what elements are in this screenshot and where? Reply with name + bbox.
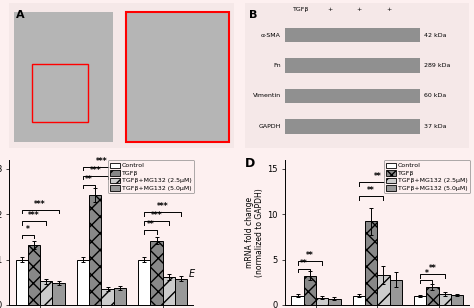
Text: ***: *** <box>34 200 46 209</box>
Bar <box>126 12 229 142</box>
Text: GAPDH: GAPDH <box>258 124 281 129</box>
Text: ***: *** <box>96 156 107 165</box>
Bar <box>390 280 402 305</box>
Bar <box>316 298 328 305</box>
Bar <box>365 221 377 305</box>
Legend: Control, TGFβ, TGFβ+MG132 (2.5μM), TGFβ+MG132 (5.0μM): Control, TGFβ, TGFβ+MG132 (2.5μM), TGFβ+… <box>384 160 470 193</box>
Bar <box>451 295 463 305</box>
Bar <box>328 298 340 305</box>
Bar <box>163 277 175 305</box>
Text: **: ** <box>300 258 308 268</box>
Text: *: * <box>26 225 30 233</box>
Bar <box>414 296 426 305</box>
Text: 37 kDa: 37 kDa <box>424 124 447 129</box>
Bar <box>285 119 420 134</box>
Text: 60 kDa: 60 kDa <box>424 93 447 99</box>
Text: E: E <box>189 269 195 279</box>
Text: **: ** <box>374 172 381 181</box>
Bar <box>304 276 316 305</box>
Y-axis label: mRNA fold change
(normalized to GAPDH): mRNA fold change (normalized to GAPDH) <box>245 188 264 277</box>
Text: +: + <box>328 7 333 12</box>
Text: ***: *** <box>28 211 40 220</box>
Legend: Control, TGFβ, TGFβ+MG132 (2.5μM), TGFβ+MG132 (5.0μM): Control, TGFβ, TGFβ+MG132 (2.5μM), TGFβ+… <box>108 160 194 193</box>
Text: 289 kDa: 289 kDa <box>424 63 451 68</box>
Bar <box>138 260 150 305</box>
Text: TGFβ: TGFβ <box>293 7 309 12</box>
Text: Vimentin: Vimentin <box>253 93 281 99</box>
Bar <box>377 275 390 305</box>
Bar <box>285 58 420 73</box>
Bar <box>40 281 53 305</box>
Bar <box>175 279 187 305</box>
Text: *: * <box>424 270 428 278</box>
Bar <box>426 287 438 305</box>
Text: +: + <box>357 7 362 12</box>
Text: D: D <box>245 157 255 170</box>
Bar <box>285 89 420 103</box>
Text: **: ** <box>85 175 93 184</box>
Bar <box>16 260 28 305</box>
Text: **: ** <box>428 264 437 273</box>
Text: α-SMA: α-SMA <box>261 33 281 38</box>
Text: **: ** <box>146 220 155 229</box>
Bar <box>28 245 40 305</box>
Text: ***: *** <box>90 166 101 175</box>
Bar <box>438 294 451 305</box>
Bar <box>114 288 126 305</box>
Text: ***: *** <box>151 211 163 220</box>
Text: **: ** <box>367 186 375 195</box>
Bar <box>77 260 89 305</box>
Bar <box>101 289 114 305</box>
Bar <box>150 241 163 305</box>
Text: ***: *** <box>157 202 169 211</box>
Text: +: + <box>386 7 391 12</box>
Bar <box>292 296 304 305</box>
Bar <box>53 283 64 305</box>
Bar <box>353 296 365 305</box>
Text: B: B <box>249 10 258 20</box>
Text: A: A <box>16 10 25 20</box>
Bar <box>285 28 420 42</box>
Bar <box>14 12 113 142</box>
Text: 42 kDa: 42 kDa <box>424 33 447 38</box>
Bar <box>89 195 101 305</box>
Text: Fn: Fn <box>273 63 281 68</box>
Text: **: ** <box>306 251 314 260</box>
Bar <box>32 64 88 122</box>
